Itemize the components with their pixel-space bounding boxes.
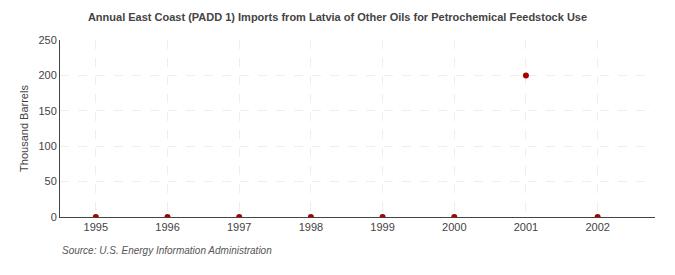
svg-text:1999: 1999: [370, 221, 394, 233]
svg-text:50: 50: [45, 175, 57, 187]
svg-text:2001: 2001: [514, 221, 538, 233]
svg-text:Annual East Coast (PADD 1) Imp: Annual East Coast (PADD 1) Imports from …: [88, 11, 587, 23]
svg-text:0: 0: [51, 211, 57, 223]
svg-text:100: 100: [38, 140, 56, 152]
svg-text:2000: 2000: [442, 221, 466, 233]
svg-text:Source: U.S. Energy Informatio: Source: U.S. Energy Information Administ…: [62, 245, 272, 256]
svg-text:Thousand Barrels: Thousand Barrels: [18, 85, 30, 172]
svg-text:1996: 1996: [155, 221, 179, 233]
svg-text:2002: 2002: [585, 221, 609, 233]
svg-text:1997: 1997: [227, 221, 251, 233]
svg-text:150: 150: [38, 105, 56, 117]
svg-text:250: 250: [38, 34, 56, 46]
svg-text:1995: 1995: [84, 221, 108, 233]
svg-text:200: 200: [38, 69, 56, 81]
svg-text:1998: 1998: [299, 221, 323, 233]
